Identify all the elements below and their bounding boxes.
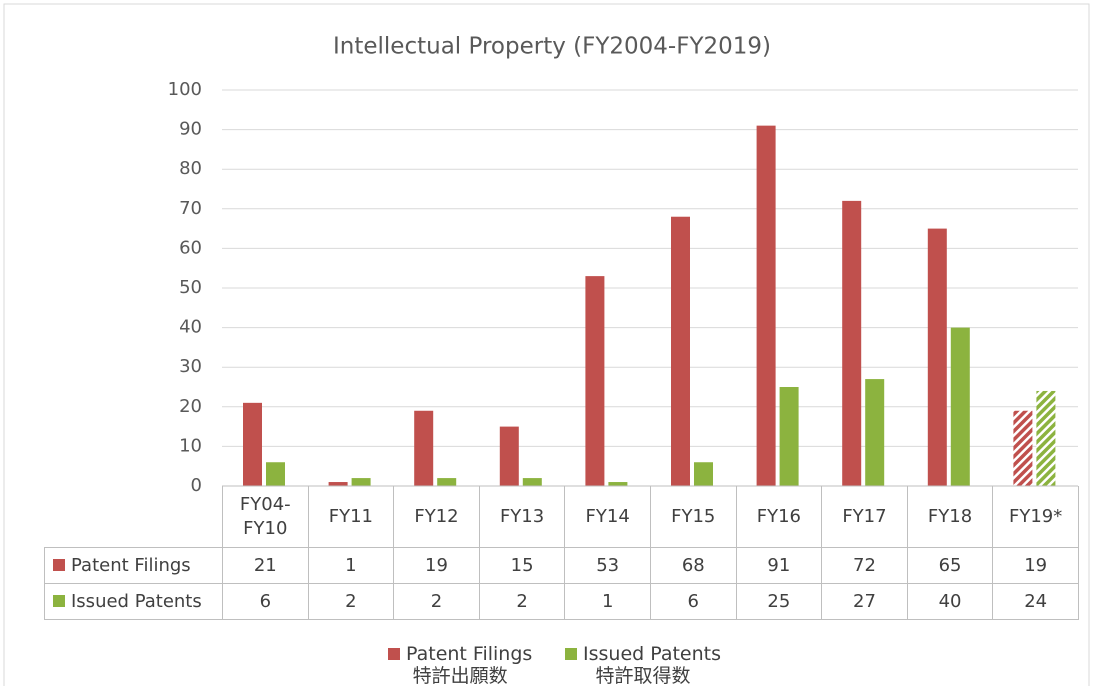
chart-title: Intellectual Property (FY2004-FY2019) xyxy=(333,34,771,60)
legend-row: Issued Patents xyxy=(565,643,721,665)
table-value: 19 xyxy=(992,547,1079,584)
y-tick-label: 50 xyxy=(179,277,202,298)
legend-label-ja: 特許出願数 xyxy=(412,665,508,686)
table-value: 25 xyxy=(735,583,823,620)
x-tick-label: FY16 xyxy=(735,486,823,548)
table-header-row: FY04-FY10 FY11 FY12 FY13 FY14 FY15 FY16 FY17 FY1… xyxy=(45,486,1079,548)
table-value: 2 xyxy=(307,583,395,620)
y-tick-label: 60 xyxy=(179,237,202,258)
y-tick-label: 40 xyxy=(179,317,202,338)
y-tick-label: 80 xyxy=(179,158,202,179)
table-value: 6 xyxy=(222,583,309,620)
bar xyxy=(1013,410,1033,486)
x-tick-label: FY19* xyxy=(992,486,1079,548)
bar xyxy=(865,379,885,486)
table-value: 2 xyxy=(393,583,480,620)
legend-label: Patent Filings xyxy=(406,643,533,665)
table-value: 6 xyxy=(649,583,737,620)
y-tick-label: 70 xyxy=(179,198,202,219)
bar xyxy=(608,482,628,486)
table-row-name: Issued Patents xyxy=(44,583,223,620)
table-value: 68 xyxy=(649,547,737,584)
bar xyxy=(694,462,713,486)
bar xyxy=(351,478,371,486)
table-value: 21 xyxy=(222,547,309,584)
bar xyxy=(414,410,434,486)
bar xyxy=(266,462,285,486)
table-row: Patent Filings 21 1 19 15 53 68 91 72 65 19 xyxy=(44,547,1079,584)
table-value: 91 xyxy=(735,547,823,584)
table-row-name: Patent Filings xyxy=(44,547,223,584)
table-row: Issued Patents 6 2 2 2 1 6 25 27 40 24 xyxy=(44,583,1079,620)
table-value: 65 xyxy=(906,547,994,584)
x-tick-label: FY11 xyxy=(307,486,395,548)
legend-swatch xyxy=(53,558,65,571)
bar xyxy=(522,478,542,486)
legend-row: Patent Filings xyxy=(388,643,532,665)
bar xyxy=(842,200,862,486)
table-value: 53 xyxy=(564,547,651,584)
x-tick-label: FY14 xyxy=(564,486,651,548)
y-tick-label: 30 xyxy=(179,356,202,377)
bar xyxy=(243,402,262,486)
table-value: 24 xyxy=(992,583,1079,620)
bar xyxy=(779,387,799,486)
table-value: 1 xyxy=(307,547,395,584)
chart-border xyxy=(3,3,1090,686)
bar xyxy=(756,125,776,486)
data-table: FY04-FY10 FY11 FY12 FY13 FY14 FY15 FY16 FY17 FY1… xyxy=(44,486,1079,620)
y-tick-label: 0 xyxy=(191,475,202,496)
legend-swatch xyxy=(565,648,577,660)
table-value: 72 xyxy=(821,547,908,584)
x-tick-label: FY15 xyxy=(649,486,737,548)
y-tick-label: 90 xyxy=(179,119,202,140)
table-value: 2 xyxy=(478,583,566,620)
table-value: 1 xyxy=(564,583,651,620)
bar xyxy=(671,216,690,486)
bar xyxy=(927,228,947,486)
legend-item: Issued Patents 特許取得数 xyxy=(565,643,721,686)
y-tick-label: 20 xyxy=(179,396,202,417)
y-tick-label: 100 xyxy=(168,79,202,100)
x-tick-label: FY17 xyxy=(821,486,908,548)
legend-item: Patent Filings 特許出願数 xyxy=(388,643,532,686)
bar xyxy=(499,426,519,486)
bar xyxy=(328,482,348,486)
table-value: 40 xyxy=(906,583,994,620)
table-value: 27 xyxy=(821,583,908,620)
legend-label: Issued Patents xyxy=(583,643,722,665)
table-value: 19 xyxy=(393,547,480,584)
legend-swatch xyxy=(388,648,400,660)
series-name: Patent Filings xyxy=(71,554,191,576)
x-tick-label: FY04-FY10 xyxy=(222,486,309,548)
x-tick-label: FY18 xyxy=(906,486,994,548)
y-tick-label: 10 xyxy=(179,435,202,456)
bar xyxy=(1036,390,1056,486)
table-corner xyxy=(45,486,223,548)
bar xyxy=(585,276,605,486)
x-tick-label: FY12 xyxy=(393,486,480,548)
bar xyxy=(437,478,457,486)
table-value: 15 xyxy=(478,547,566,584)
x-tick-label: FY13 xyxy=(478,486,566,548)
legend-swatch xyxy=(53,594,65,607)
bar xyxy=(950,327,970,486)
legend-label-ja: 特許取得数 xyxy=(595,665,691,686)
series-name: Issued Patents xyxy=(71,590,202,612)
